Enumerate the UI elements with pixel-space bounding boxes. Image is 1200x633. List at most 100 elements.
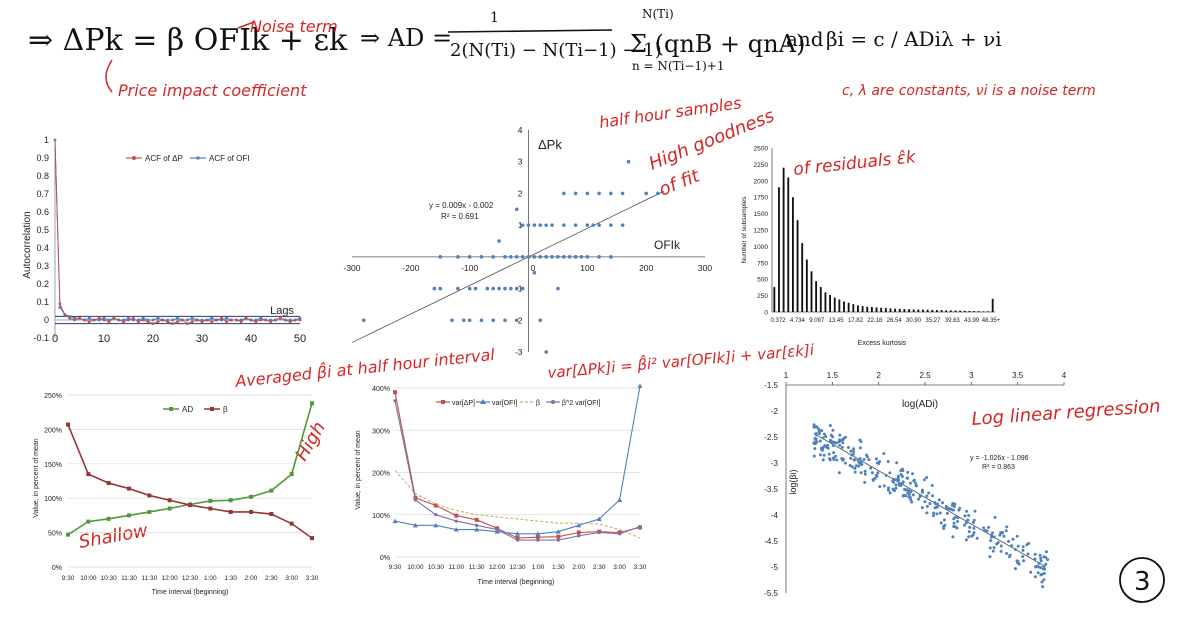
- acf-dp-point: [161, 318, 165, 322]
- var-b2-point: [638, 524, 642, 529]
- adb-ytick: 200%: [44, 427, 62, 434]
- var-b2-point: [515, 538, 520, 542]
- log-scatter-point: [1007, 539, 1011, 543]
- var-xtick: 2:30: [593, 564, 606, 571]
- acf-legend: ACF of ΔP ACF of OFI: [126, 154, 249, 163]
- var-ylabel: Value, in percent of mean: [355, 430, 362, 509]
- log-scatter-point: [937, 498, 941, 502]
- scatter-point: [562, 255, 566, 259]
- scatter-point: [438, 286, 443, 291]
- log-scatter-point: [888, 471, 892, 475]
- var-b2-point: [597, 530, 601, 535]
- scatter-point: [585, 255, 590, 259]
- acf-dp-point: [58, 302, 62, 306]
- log-scatter-point: [875, 474, 879, 478]
- and-word: and: [786, 27, 824, 51]
- log-scatter-point: [942, 518, 946, 522]
- eq2-sum-lower: n = N(Ti−1)+1: [632, 59, 725, 73]
- acf-dp-point: [274, 318, 277, 322]
- var-xtick: 12:30: [509, 564, 526, 571]
- acf-dp-point: [220, 316, 224, 320]
- acf-dp-point: [68, 316, 72, 320]
- log-scatter-point: [925, 504, 929, 508]
- log-scatter-point: [1042, 578, 1046, 582]
- acf-ofi-point: [102, 316, 106, 320]
- log-scatter-point: [882, 484, 886, 488]
- hist-ytick: 2000: [754, 178, 769, 185]
- var-ytick: 300%: [372, 428, 390, 435]
- adb-point-beta: [249, 509, 253, 514]
- hist-xtick: 0.372: [770, 318, 786, 324]
- log-r2: R² = 0.863: [982, 464, 1015, 471]
- log-scatter-point: [1025, 543, 1029, 547]
- var-xtick: 1:30: [552, 564, 565, 571]
- log-scatter-point: [822, 432, 826, 436]
- equation-price-impact: ⇒ ΔPk = β OFIk + εk: [28, 23, 348, 58]
- log-scatter-point: [841, 441, 845, 445]
- scatter-point: [479, 255, 484, 259]
- adb-point-beta: [86, 472, 91, 477]
- adb-point-ad: [228, 498, 233, 503]
- log-ytick: -3.5: [764, 485, 778, 494]
- log-scatter-point: [897, 483, 901, 487]
- log-scatter-point: [840, 445, 844, 449]
- log-scatter-point: [834, 441, 838, 445]
- log-scatter-point: [989, 535, 993, 539]
- log-xtick: 2.5: [919, 371, 931, 380]
- log-scatter-point: [812, 423, 816, 427]
- log-scatter-point: [998, 533, 1002, 537]
- adb-ytick: 250%: [44, 393, 62, 400]
- var-ytick: 0%: [380, 555, 390, 562]
- acf-ofi-point: [107, 318, 111, 322]
- log-scatter-point: [849, 449, 853, 453]
- log-scatter-point: [894, 478, 898, 482]
- log-xlabel: log(ADi): [902, 399, 938, 410]
- acf-dp-point: [97, 316, 101, 320]
- scatter-point: [591, 223, 596, 227]
- var-legend: var[ΔP] var[OFI] β β^2 var[OFI]: [436, 399, 600, 407]
- scatter-point: [456, 286, 460, 291]
- acf-dp-point: [73, 318, 76, 322]
- log-scatter-point: [935, 512, 939, 516]
- adb-point-beta: [269, 512, 274, 517]
- acf-ofi-point: [254, 318, 258, 322]
- scatter-xlabel: OFIk: [654, 238, 681, 252]
- log-scatter-point: [891, 487, 895, 491]
- log-scatter-point: [951, 508, 955, 512]
- log-scatter-point: [925, 494, 929, 498]
- hist-xtick: 17.82: [848, 318, 864, 324]
- log-scatter-point: [814, 425, 818, 429]
- log-scatter-point: [853, 470, 857, 474]
- scatter-point: [450, 318, 454, 323]
- adb-point-beta: [167, 498, 172, 503]
- hist-bar: [829, 294, 832, 312]
- log-scatter-point: [1007, 555, 1011, 559]
- hist-xtick: 39.63: [945, 318, 961, 324]
- hist-ytick: 500: [757, 277, 768, 284]
- log-scatter-point: [971, 520, 975, 524]
- var-dp-point: [515, 535, 520, 540]
- log-scatter-point: [1015, 534, 1019, 538]
- adb-point-beta: [289, 521, 294, 526]
- log-scatter-point: [813, 447, 817, 451]
- scatter-point: [491, 318, 496, 323]
- log-ytick: -1.5: [764, 381, 778, 390]
- log-ytick: -5.5: [764, 589, 778, 598]
- acf-ytick: 1: [44, 135, 49, 145]
- log-ytick: -4.5: [764, 537, 778, 546]
- log-scatter-point: [1046, 558, 1050, 562]
- acf-ofi-point: [166, 318, 169, 322]
- var-legend-dp-marker: [441, 400, 445, 404]
- hist-bar: [852, 304, 855, 312]
- log-scatter-point: [1043, 567, 1047, 571]
- scatter-point: [491, 255, 496, 259]
- hist-xtick: 43.99: [964, 318, 980, 324]
- log-scatter-point: [899, 469, 903, 473]
- hist-bar: [810, 271, 813, 312]
- log-scatter-point: [933, 506, 937, 510]
- var-b2-point: [617, 532, 622, 536]
- adb-point-ad: [167, 506, 172, 511]
